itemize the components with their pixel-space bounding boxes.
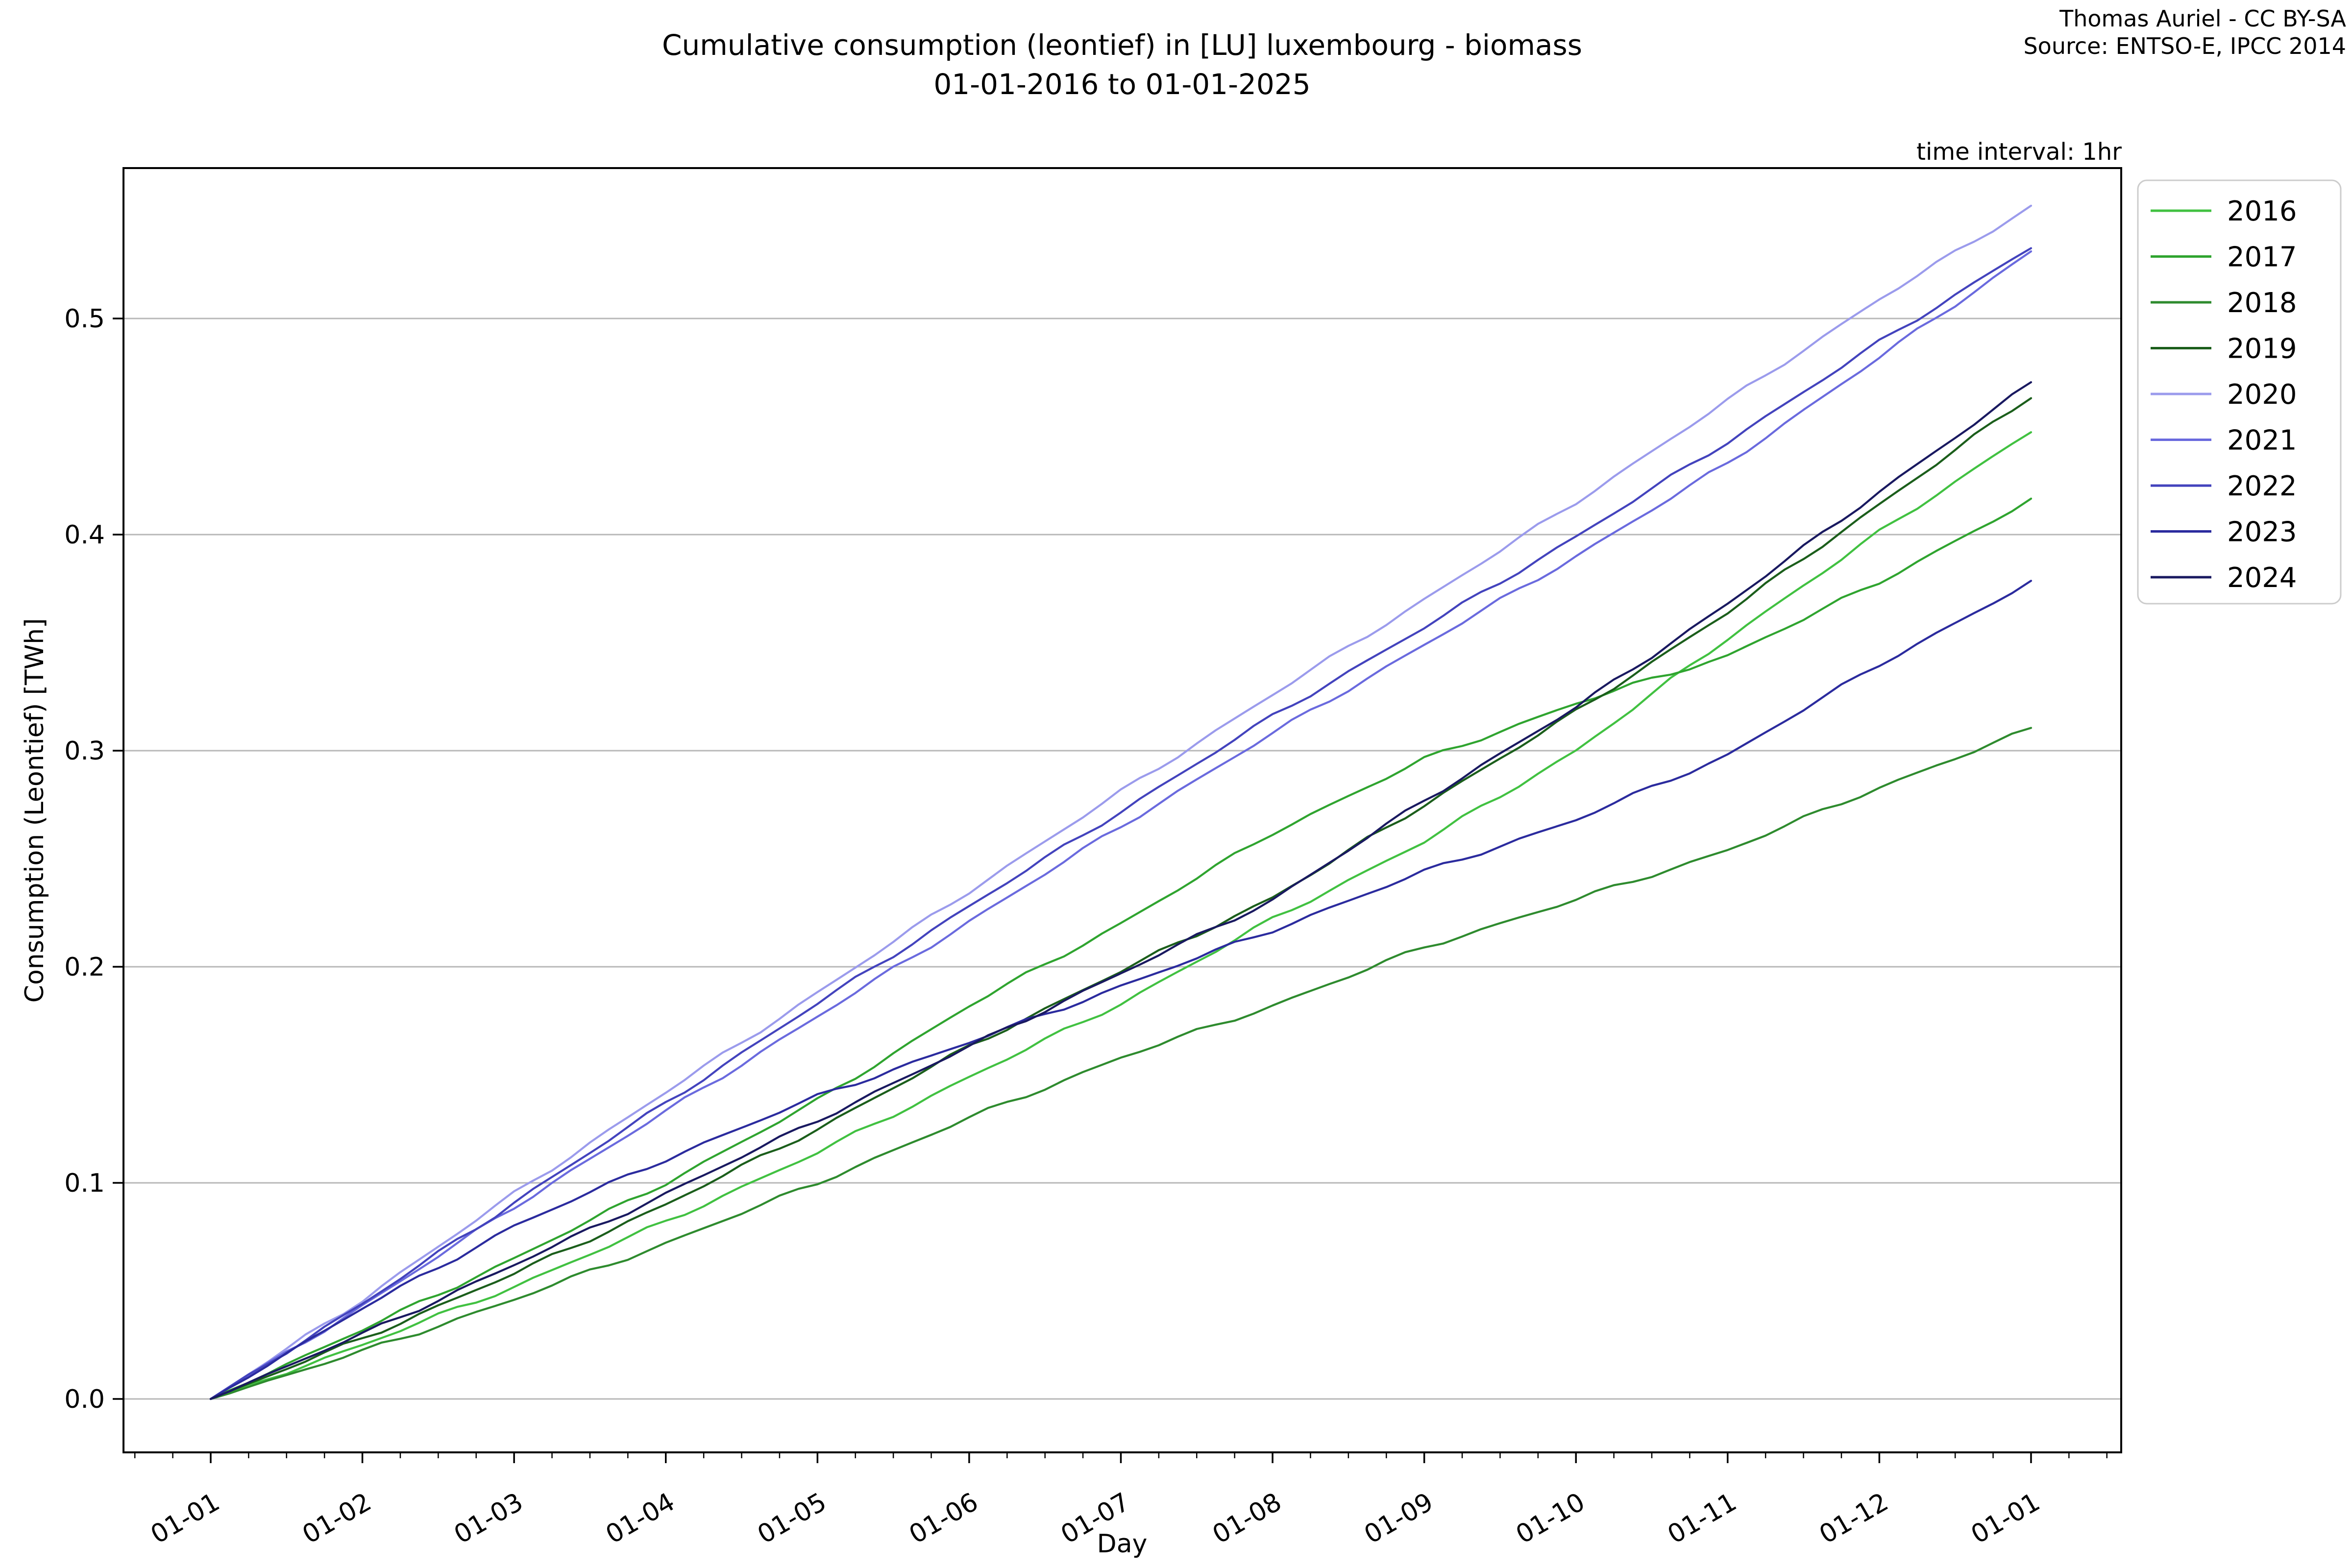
legend-label: 2019 <box>2227 333 2297 365</box>
series-lines <box>209 204 2033 1400</box>
axis-tick-labels: 01-01 01-02 01-03 01-04 01-05 01-06 01-07 01-08… <box>64 304 2045 1550</box>
legend-label: 2023 <box>2227 516 2297 548</box>
attribution-author: Thomas Auriel - CC BY-SA <box>2059 5 2346 32</box>
attribution-source: Source: ENTSO-E, IPCC 2014 <box>2023 33 2346 59</box>
legend-label: 2016 <box>2227 196 2297 227</box>
x-tick-label: 01-02 <box>297 1487 376 1550</box>
y-tick-label: 0.3 <box>64 736 105 766</box>
legend-label: 2024 <box>2227 562 2297 594</box>
x-tick-label: 01-11 <box>1663 1487 1741 1550</box>
legend-label: 2022 <box>2227 470 2297 502</box>
chart-title-line2: 01-01-2016 to 01-01-2025 <box>933 68 1310 101</box>
series-line-2019 <box>209 397 2033 1400</box>
y-tick-label: 0.1 <box>64 1169 105 1198</box>
series-line-2024 <box>209 381 2033 1400</box>
legend-entry-2018: 2018 <box>2151 287 2297 319</box>
legend: 2016 2017 2018 2019 2020 2021 2022 2023 2024 <box>2137 179 2342 605</box>
series-line-2020 <box>209 204 2033 1400</box>
series-line-2021 <box>209 250 2033 1400</box>
legend-label: 2021 <box>2227 425 2297 457</box>
series-line-2018 <box>209 727 2033 1400</box>
axis-ticks <box>113 318 2107 1463</box>
legend-label: 2018 <box>2227 287 2297 319</box>
legend-entry-2024: 2024 <box>2151 562 2297 594</box>
x-tick-label: 01-04 <box>601 1487 680 1550</box>
x-tick-label: 01-08 <box>1208 1487 1287 1550</box>
series-line-2016 <box>209 431 2033 1400</box>
y-tick-label: 0.4 <box>64 520 105 550</box>
legend-entry-2020: 2020 <box>2151 379 2297 411</box>
legend-entry-2016: 2016 <box>2151 196 2297 227</box>
plot-frame <box>122 167 2122 1453</box>
legend-label: 2020 <box>2227 379 2297 411</box>
legend-entry-2023: 2023 <box>2151 516 2297 548</box>
series-line-2022 <box>209 247 2033 1400</box>
x-axis-label: Day <box>1097 1529 1148 1559</box>
x-tick-label: 01-01 <box>146 1487 225 1550</box>
legend-entry-2021: 2021 <box>2151 425 2297 457</box>
legend-entry-2019: 2019 <box>2151 333 2297 365</box>
legend-entry-2017: 2017 <box>2151 242 2297 273</box>
gridlines <box>123 318 2121 1400</box>
series-line-2017 <box>209 497 2033 1400</box>
series-line-2023 <box>209 580 2033 1400</box>
y-tick-label: 0.5 <box>64 304 105 334</box>
x-tick-label: 01-03 <box>449 1487 528 1550</box>
x-tick-label: 01-12 <box>1814 1487 1893 1550</box>
x-tick-label: 01-09 <box>1359 1487 1438 1550</box>
y-axis-label: Consumption (Leontief) [TWh] <box>20 618 49 1003</box>
chart-title-line1: Cumulative consumption (leontief) in [LU… <box>662 28 1582 62</box>
x-tick-label: 01-06 <box>905 1487 983 1550</box>
y-tick-label: 0.2 <box>64 953 105 982</box>
x-tick-label: 01-05 <box>753 1487 832 1550</box>
x-tick-label: 01-01 <box>1966 1487 2045 1550</box>
x-tick-label: 01-10 <box>1511 1487 1590 1550</box>
legend-label: 2017 <box>2227 242 2297 273</box>
time-interval-note: time interval: 1hr <box>1916 138 2122 166</box>
y-tick-label: 0.0 <box>64 1385 105 1414</box>
legend-entry-2022: 2022 <box>2151 470 2297 502</box>
